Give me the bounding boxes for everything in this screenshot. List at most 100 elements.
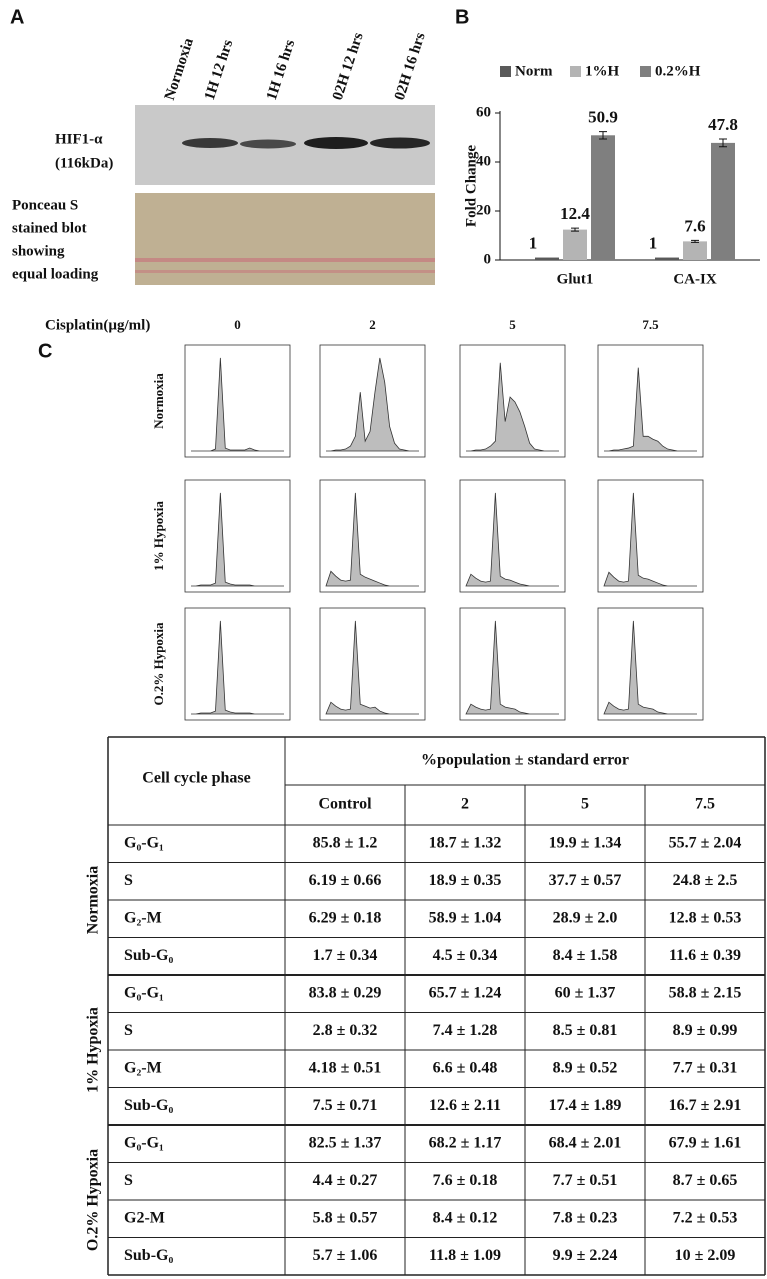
table-cell: 10 ± 2.09 [675, 1247, 736, 1264]
y-tick-label: 40 [476, 153, 491, 169]
legend-swatch [640, 66, 651, 77]
table-cell: 58.8 ± 2.15 [669, 984, 742, 1001]
dose-label: 2 [369, 317, 376, 332]
value-label: 1 [529, 233, 538, 252]
table-cell: 7.8 ± 0.23 [553, 1209, 618, 1226]
dose-label: 5 [509, 317, 516, 332]
figure: A HIF1-α (116kDa) Ponceau S stained blot… [0, 0, 767, 1279]
table-cell: 28.9 ± 2.0 [553, 909, 618, 926]
row-label: S [124, 872, 133, 889]
table-cell: 24.8 ± 2.5 [673, 872, 738, 889]
value-label: 50.9 [588, 108, 618, 127]
table-cell: 67.9 ± 1.61 [669, 1134, 742, 1151]
bar [711, 143, 735, 260]
lane-label: 02H 12 hrs [330, 31, 367, 103]
panel-label: A [10, 6, 24, 28]
row-label: G₀-G₁ [124, 984, 164, 1001]
table-cell: 68.4 ± 2.01 [549, 1134, 622, 1151]
table-cell: 12.8 ± 0.53 [669, 909, 742, 926]
table-cell: 16.7 ± 2.91 [669, 1097, 742, 1114]
value-label: 47.8 [708, 115, 738, 134]
x-label: Cisplatin(µg/ml) [45, 317, 150, 333]
row-label: S [124, 1172, 133, 1189]
group-label: O.2% Hypoxia [85, 1149, 102, 1251]
table-cell: 85.8 ± 1.2 [313, 834, 378, 851]
table-cell: 12.6 ± 2.11 [429, 1097, 501, 1114]
row-label: Sub-G₀ [124, 1247, 173, 1264]
table-cell: 7.2 ± 0.53 [673, 1209, 738, 1226]
table-cell: 7.6 ± 0.18 [433, 1172, 498, 1189]
panel-label: B [455, 6, 469, 28]
band [182, 138, 238, 148]
ponceau-label: showing [12, 243, 65, 259]
x-tick-label: CA-IX [673, 271, 716, 287]
bar [655, 258, 679, 260]
table-cell: 5.7 ± 1.06 [313, 1247, 378, 1264]
column-header: Control [318, 796, 372, 813]
condition-label: 1% Hypoxia [151, 501, 166, 571]
table-header: %population ± standard error [421, 752, 629, 769]
row-label: G₀-G₁ [124, 1134, 164, 1151]
value-label: 1 [649, 233, 658, 252]
table-cell: 7.5 ± 0.71 [313, 1097, 378, 1114]
table-cell: 7.7 ± 0.51 [553, 1172, 618, 1189]
row-label: G₂-M [124, 1059, 162, 1076]
histogram-frame [460, 608, 565, 720]
table-cell: 65.7 ± 1.24 [429, 984, 502, 1001]
table-cell: 6.19 ± 0.66 [309, 872, 382, 889]
legend-label: 0.2%H [655, 63, 701, 79]
y-tick-label: 20 [476, 202, 491, 218]
table-cell: 7.7 ± 0.31 [673, 1059, 738, 1076]
table-cell: 18.9 ± 0.35 [429, 872, 502, 889]
row-label: G2-M [124, 1209, 165, 1226]
condition-label: O.2% Hypoxia [151, 622, 166, 706]
ponceau-band [135, 270, 435, 273]
column-header: 2 [461, 796, 469, 813]
table-cell: 18.7 ± 1.32 [429, 834, 502, 851]
histogram-frame [185, 608, 290, 720]
dose-label: 0 [234, 317, 241, 332]
histogram-frame [320, 480, 425, 592]
row-label: G₂-M [124, 909, 162, 926]
page: A HIF1-α (116kDa) Ponceau S stained blot… [0, 0, 767, 1279]
table-cell: 6.6 ± 0.48 [433, 1059, 498, 1076]
table-cell: 17.4 ± 1.89 [549, 1097, 622, 1114]
legend-label: 1%H [585, 63, 620, 79]
table-cell: 8.9 ± 0.99 [673, 1022, 738, 1039]
y-tick-label: 60 [476, 104, 491, 120]
blot-label: (116kDa) [55, 155, 113, 171]
histogram-frame [460, 480, 565, 592]
legend-swatch [570, 66, 581, 77]
value-label: 7.6 [684, 216, 705, 235]
table-cell: 8.4 ± 1.58 [553, 947, 618, 964]
group-label: Normoxia [85, 866, 102, 934]
table-cell: 9.9 ± 2.24 [553, 1247, 618, 1264]
lane-label: 1H 12 hrs [202, 38, 237, 103]
table-cell: 8.5 ± 0.81 [553, 1022, 618, 1039]
table-cell: 1.7 ± 0.34 [313, 947, 378, 964]
table-cell: 55.7 ± 2.04 [669, 834, 742, 851]
legend-label: Norm [515, 63, 553, 79]
bar [535, 258, 559, 260]
band [240, 140, 296, 149]
condition-label: Normoxia [151, 373, 166, 429]
column-header: 5 [581, 796, 589, 813]
dose-label: 7.5 [642, 317, 659, 332]
ponceau-label: Ponceau S [12, 197, 78, 213]
ponceau-band [135, 258, 435, 262]
ponceau-label: equal loading [12, 266, 99, 282]
table-cell: 8.9 ± 0.52 [553, 1059, 618, 1076]
table-cell: 82.5 ± 1.37 [309, 1134, 382, 1151]
table-header: Cell cycle phase [142, 770, 250, 787]
table-cell: 11.6 ± 0.39 [669, 947, 741, 964]
table-cell: 2.8 ± 0.32 [313, 1022, 378, 1039]
row-label: G₀-G₁ [124, 834, 164, 851]
lane-label: 1H 16 hrs [264, 38, 299, 103]
table-cell: 5.8 ± 0.57 [313, 1209, 378, 1226]
row-label: Sub-G₀ [124, 1097, 173, 1114]
x-tick-label: Glut1 [557, 271, 594, 287]
ponceau-label: stained blot [12, 220, 87, 236]
group-label: 1% Hypoxia [85, 1007, 102, 1093]
table-cell: 60 ± 1.37 [555, 984, 616, 1001]
table-cell: 7.4 ± 1.28 [433, 1022, 498, 1039]
